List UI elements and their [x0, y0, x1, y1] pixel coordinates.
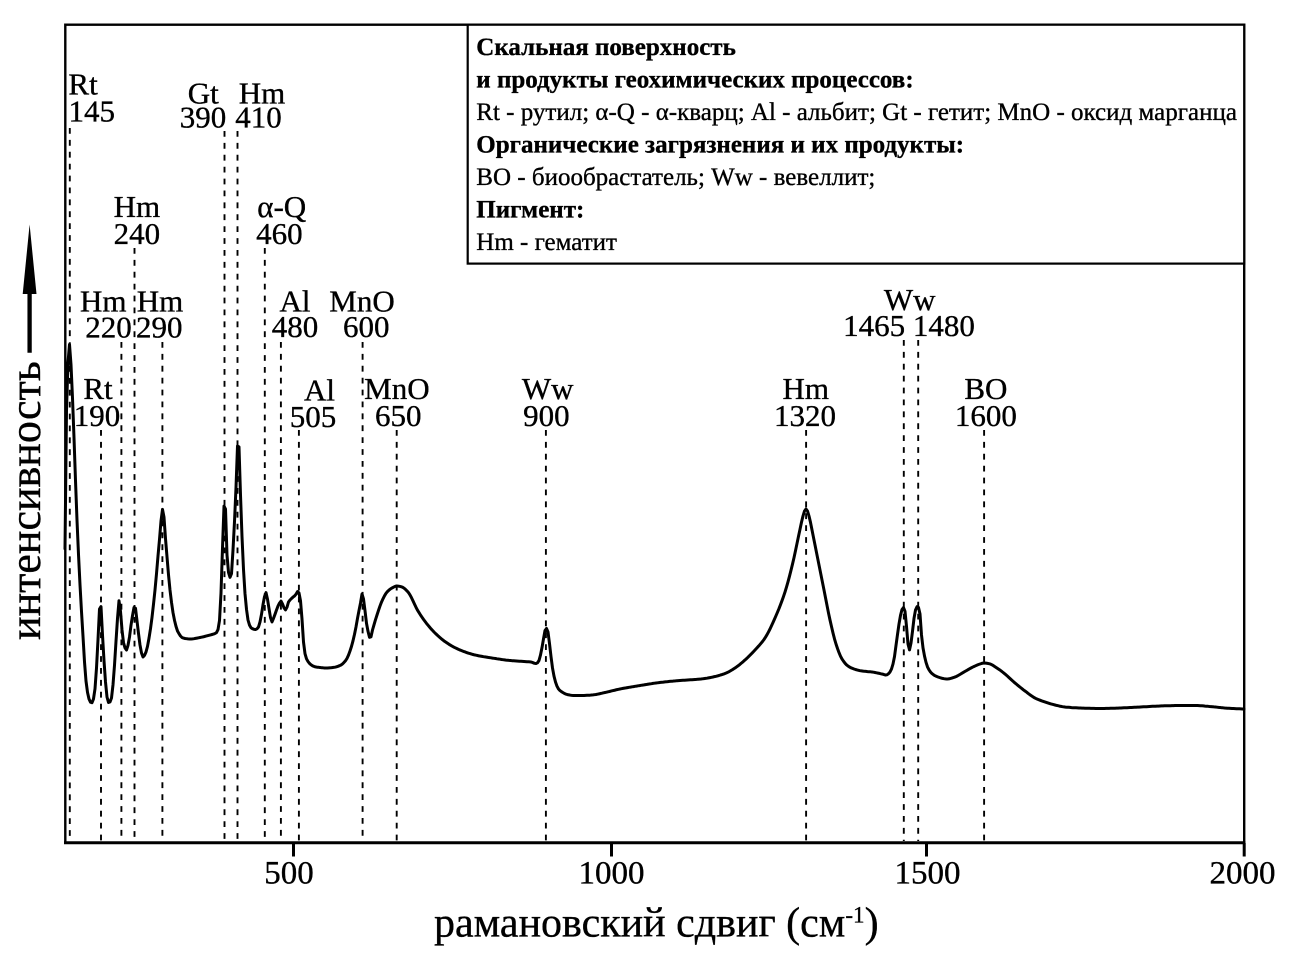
svg-text:1320: 1320: [774, 398, 836, 433]
svg-text:2000: 2000: [1210, 856, 1276, 892]
svg-text:220: 220: [85, 310, 132, 345]
svg-text:Пигмент:: Пигмент:: [476, 197, 584, 224]
svg-text:145: 145: [69, 94, 116, 129]
svg-text:390: 390: [180, 100, 227, 135]
svg-text:Rt - рутил; α-Q - α-кварц; Al: Rt - рутил; α-Q - α-кварц; Al - альбит; …: [476, 99, 1237, 126]
svg-text:650: 650: [375, 398, 422, 433]
svg-text:Rt: Rt: [83, 371, 113, 406]
svg-text:Ww: Ww: [522, 371, 574, 406]
svg-text:1000: 1000: [579, 856, 645, 892]
svg-text:Hm: Hm: [80, 284, 127, 319]
svg-text:1600: 1600: [955, 398, 1017, 433]
svg-text:480: 480: [272, 309, 319, 344]
svg-text:Hm: Hm: [782, 371, 829, 406]
svg-text:Ww: Ww: [884, 282, 936, 317]
svg-text:BO - биообрастатель; Ww - веве: BO - биообрастатель; Ww - вевеллит;: [476, 164, 875, 191]
svg-text:интенсивность: интенсивность: [1, 361, 50, 640]
svg-text:190: 190: [74, 398, 121, 433]
svg-text:Hm: Hm: [114, 189, 161, 224]
svg-text:410: 410: [235, 100, 282, 135]
svg-text:Hm - гематит: Hm - гематит: [476, 229, 617, 256]
svg-text:Органические загрязнения и их: Органические загрязнения и их продукты:: [476, 132, 964, 159]
svg-text:BO: BO: [964, 371, 1007, 406]
svg-text:505: 505: [290, 399, 337, 434]
svg-text:500: 500: [264, 856, 314, 892]
svg-text:Al: Al: [280, 284, 311, 319]
svg-text:900: 900: [523, 398, 570, 433]
svg-text:460: 460: [256, 216, 303, 251]
svg-text:1465 1480: 1465 1480: [843, 308, 975, 343]
svg-text:Hm: Hm: [137, 284, 184, 319]
svg-text:и продукты геохимических проце: и продукты геохимических процессов:: [476, 67, 913, 94]
svg-text:1500: 1500: [895, 856, 961, 892]
svg-text:240: 240: [114, 216, 161, 251]
svg-text:Скальная поверхность: Скальная поверхность: [476, 34, 736, 61]
svg-text:600: 600: [343, 309, 390, 344]
svg-text:Hm: Hm: [239, 76, 286, 111]
svg-text:290: 290: [136, 310, 183, 345]
svg-text:α-Q: α-Q: [257, 189, 306, 224]
svg-text:Gt: Gt: [188, 76, 219, 111]
svg-text:MnO: MnO: [364, 371, 429, 406]
svg-text:Al: Al: [304, 373, 335, 408]
svg-text:рамановский сдвиг (см-1): рамановский сдвиг (см-1): [434, 901, 879, 947]
svg-text:MnO: MnO: [329, 284, 394, 319]
svg-text:Rt: Rt: [68, 67, 98, 102]
